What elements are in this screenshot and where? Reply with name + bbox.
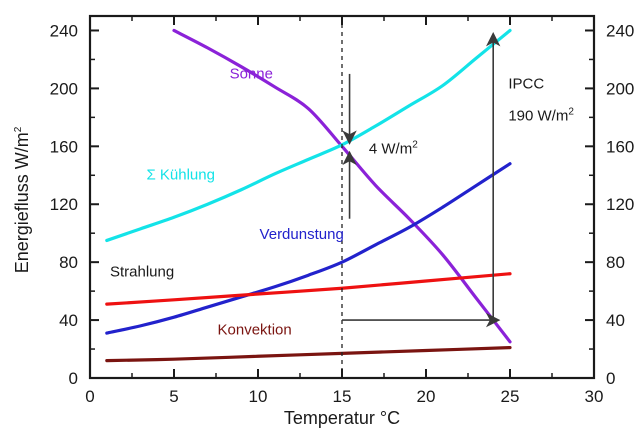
y-tick-label-right: 160 — [606, 137, 634, 156]
y-tick-label: 240 — [50, 21, 78, 40]
series-label-sonne: Sonne — [230, 65, 273, 82]
y-tick-label: 200 — [50, 79, 78, 98]
y-tick-label-right: 40 — [606, 311, 625, 330]
y-tick-label: 80 — [59, 253, 78, 272]
series-line-verdunstung — [105, 162, 512, 335]
x-tick-label: 30 — [585, 387, 604, 406]
series-line-konvektion — [105, 345, 512, 363]
series-label-verdunstung: Verdunstung — [260, 226, 344, 243]
y-tick-label-right: 240 — [606, 21, 634, 40]
x-tick-label: 0 — [85, 387, 94, 406]
series-label-strahlung: Strahlung — [110, 264, 174, 281]
x-axis-title: Temperatur °C — [284, 408, 400, 428]
y-tick-label: 0 — [69, 369, 78, 388]
ipcc-label-line2: 190 W/m2 — [508, 106, 574, 124]
x-tick-label: 10 — [249, 387, 268, 406]
annotation-layer — [341, 16, 501, 378]
y-tick-label-right: 120 — [606, 195, 634, 214]
x-tick-label: 15 — [333, 387, 352, 406]
series-line-strahlung — [105, 272, 512, 306]
x-tick-label: 5 — [169, 387, 178, 406]
y-axis-title-text: Energiefluss W/m — [12, 132, 32, 273]
y-tick-label-right: 0 — [606, 369, 615, 388]
series-line-sigma-kuehlung — [105, 28, 512, 243]
series-label-sigma-kuehlung: Σ Kühlung — [146, 167, 215, 184]
y-tick-label: 160 — [50, 137, 78, 156]
x-tick-label: 20 — [417, 387, 436, 406]
x-tick-label: 25 — [501, 387, 520, 406]
y-tick-label: 40 — [59, 311, 78, 330]
ipcc-label-line1: IPCC — [508, 75, 544, 92]
y-tick-label-right: 200 — [606, 79, 634, 98]
y-tick-label: 120 — [50, 195, 78, 214]
y-axis-title-superscript: 2 — [13, 126, 24, 132]
y-axis-title: Energiefluss W/m2 — [12, 126, 32, 273]
delta-4-label: 4 W/m2 — [369, 140, 418, 158]
series-label-konvektion: Konvektion — [218, 322, 292, 339]
y-tick-label-right: 80 — [606, 253, 625, 272]
axis-layer — [88, 14, 596, 380]
